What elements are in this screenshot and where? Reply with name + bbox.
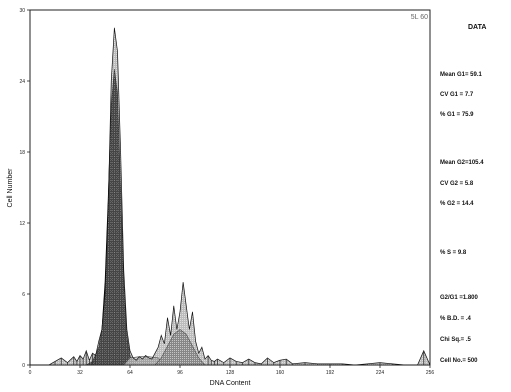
x-tick-label: 96	[177, 370, 183, 376]
y-tick-label: 18	[19, 150, 25, 156]
x-tick-label: 64	[127, 370, 133, 376]
stats-title: DATA	[468, 24, 487, 31]
x-tick-label: 128	[226, 370, 235, 376]
x-tick-label: 160	[276, 370, 285, 376]
y-tick-label: 12	[19, 221, 25, 227]
y-tick-label: 24	[19, 79, 25, 85]
stat-cv-g1: CV G1 = 7.7	[440, 92, 474, 98]
stat-cv-g2: CV G2 = 5.8	[440, 181, 474, 187]
stat-pct-bd: % B.D. = .4	[440, 316, 471, 322]
x-axis-label: DNA Content	[210, 380, 251, 387]
stat-mean-g2: Mean G2=105.4	[440, 160, 484, 166]
stat-pct-g1: % G1 = 75.9	[440, 112, 474, 118]
stat-pct-g2: % G2 = 14.4	[440, 201, 474, 207]
stat-cell-no: Cell No.= 500	[440, 358, 478, 364]
y-tick-label: 30	[19, 8, 25, 14]
y-tick-label: 0	[22, 363, 25, 369]
y-tick-label: 6	[22, 292, 25, 298]
x-tick-label: 256	[426, 370, 435, 376]
stat-pct-s: % S = 9.8	[440, 250, 467, 256]
x-tick-label: 224	[376, 370, 385, 376]
stat-mean-g1: Mean G1= 59.1	[440, 72, 482, 78]
y-axis-label: Cell Number	[7, 168, 14, 208]
x-tick-label: 32	[77, 370, 83, 376]
histogram-outline	[30, 27, 431, 366]
plot-frame	[29, 9, 431, 366]
stats-panel: DATA Mean G1= 59.1 CV G1 = 7.7 % G1 = 75…	[440, 0, 511, 387]
ticks-layer: 0 32 64 96 128 160 192 224 256 0 6 12 18 24 30	[19, 8, 434, 376]
histogram-layer	[30, 27, 431, 366]
x-tick-label: 192	[326, 370, 335, 376]
stat-chi-sq: Chi Sq.= .5	[440, 337, 471, 343]
x-tick-label: 0	[29, 370, 32, 376]
corner-label: 5L 60	[411, 14, 428, 21]
stat-g2-g1-ratio: G2/G1 =1.800	[440, 295, 478, 301]
